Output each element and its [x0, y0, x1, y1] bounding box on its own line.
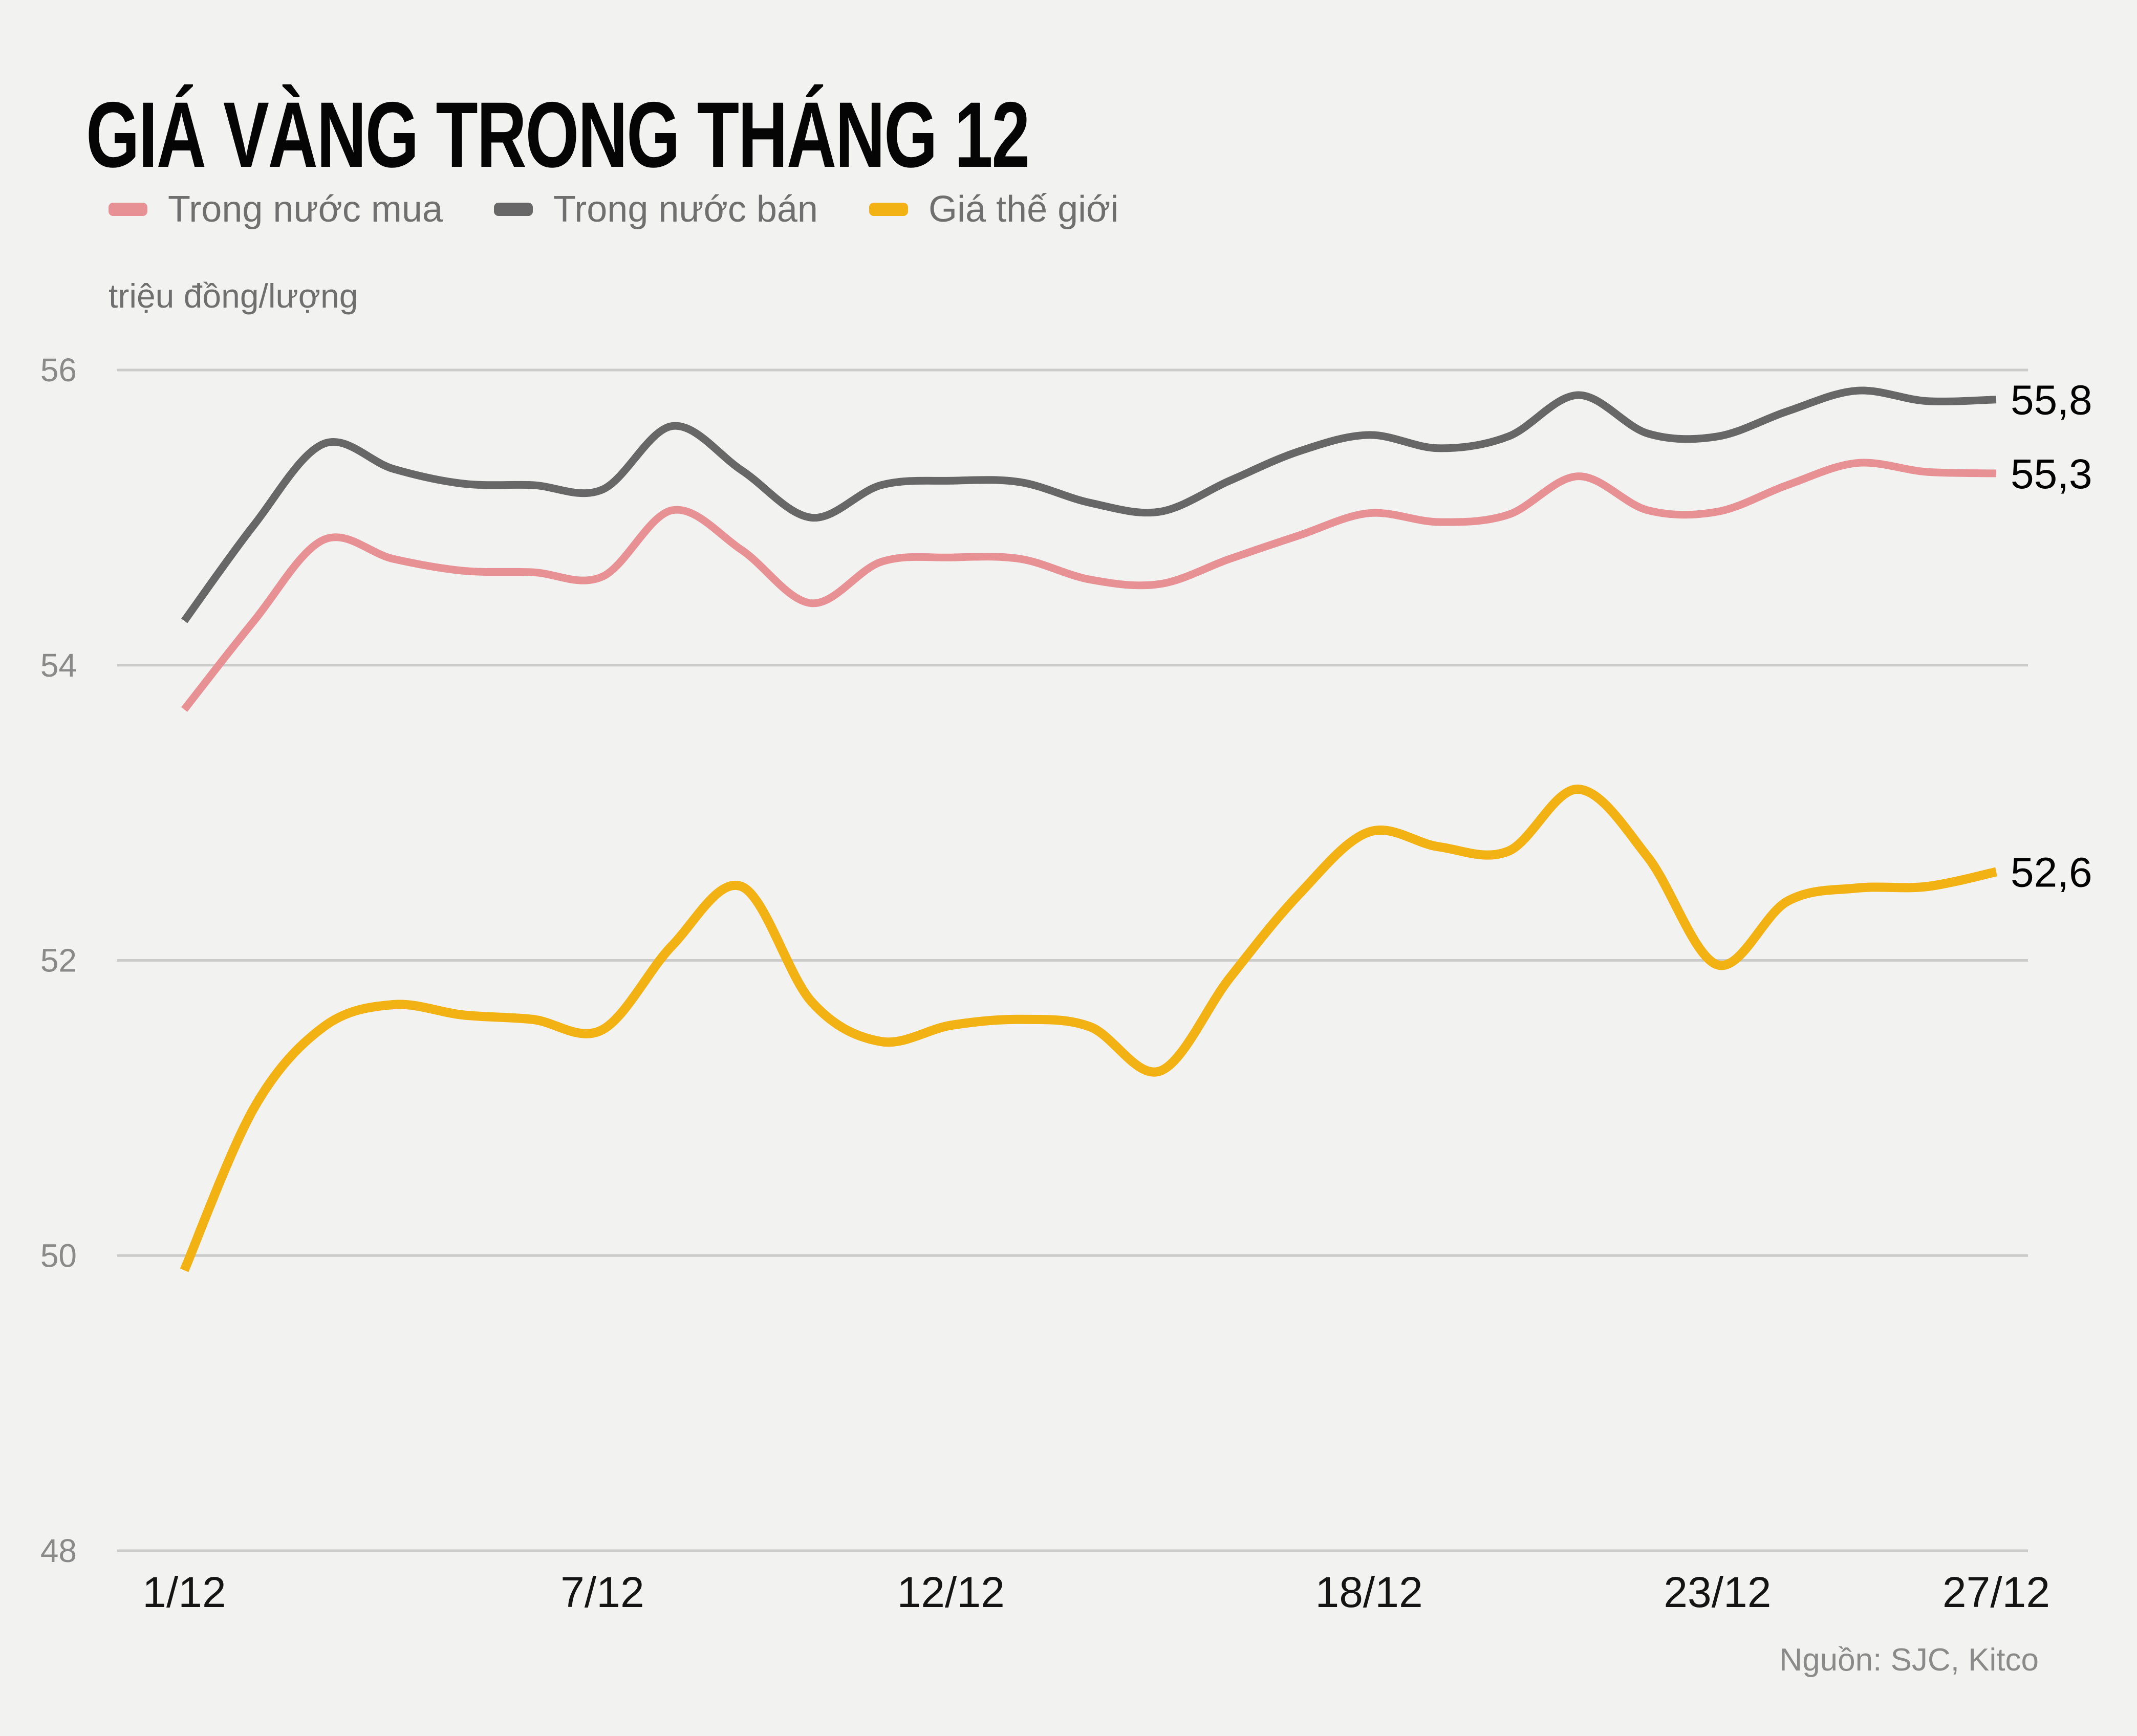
legend-swatch-yellow-icon — [869, 203, 908, 216]
page-title: GIÁ VÀNG TRONG THÁNG 12 — [86, 82, 1030, 187]
legend: Trong nước mua Trong nước bán Giá thế gi… — [109, 188, 1118, 230]
y-axis-unit-label: triệu đồng/lượng — [109, 277, 358, 315]
end-value-label-trong-nước-mua: 55,3 — [2011, 451, 2092, 497]
end-value-label-giá-thế-giới: 52,6 — [2011, 849, 2092, 896]
y-tick-label-56: 56 — [40, 352, 77, 388]
x-tick-label-27-12: 27/12 — [1942, 1568, 2050, 1616]
line-trong-nước-mua — [181, 459, 1997, 712]
y-tick-label-48: 48 — [40, 1532, 77, 1569]
source-label: Nguồn: SJC, Kitco — [1779, 1642, 2039, 1678]
y-tick-label-54: 54 — [40, 647, 77, 684]
legend-item-trong-nuoc-mua: Trong nước mua — [109, 188, 443, 230]
legend-swatch-pink-icon — [109, 203, 147, 216]
legend-swatch-gray-icon — [493, 203, 533, 216]
x-tick-label-1-12: 1/12 — [142, 1568, 226, 1616]
x-tick-label-23-12: 23/12 — [1664, 1568, 1771, 1616]
line-giá-thế-giới — [180, 785, 1997, 1272]
legend-item-trong-nuoc-ban: Trong nước bán — [493, 188, 818, 230]
line-trong-nước-bán — [181, 386, 1997, 623]
legend-label: Giá thế giới — [928, 189, 1119, 230]
y-tick-label-52: 52 — [40, 942, 77, 979]
legend-label: Trong nước mua — [168, 189, 443, 230]
x-tick-label-7-12: 7/12 — [560, 1568, 644, 1616]
x-tick-label-18-12: 18/12 — [1315, 1568, 1423, 1616]
end-value-label-trong-nước-bán: 55,8 — [2011, 377, 2092, 424]
x-tick-label-12-12: 12/12 — [897, 1568, 1005, 1616]
legend-item-gia-the-gioi: Giá thế giới — [869, 188, 1118, 230]
legend-label: Trong nước bán — [553, 189, 818, 230]
y-tick-label-50: 50 — [40, 1237, 77, 1274]
